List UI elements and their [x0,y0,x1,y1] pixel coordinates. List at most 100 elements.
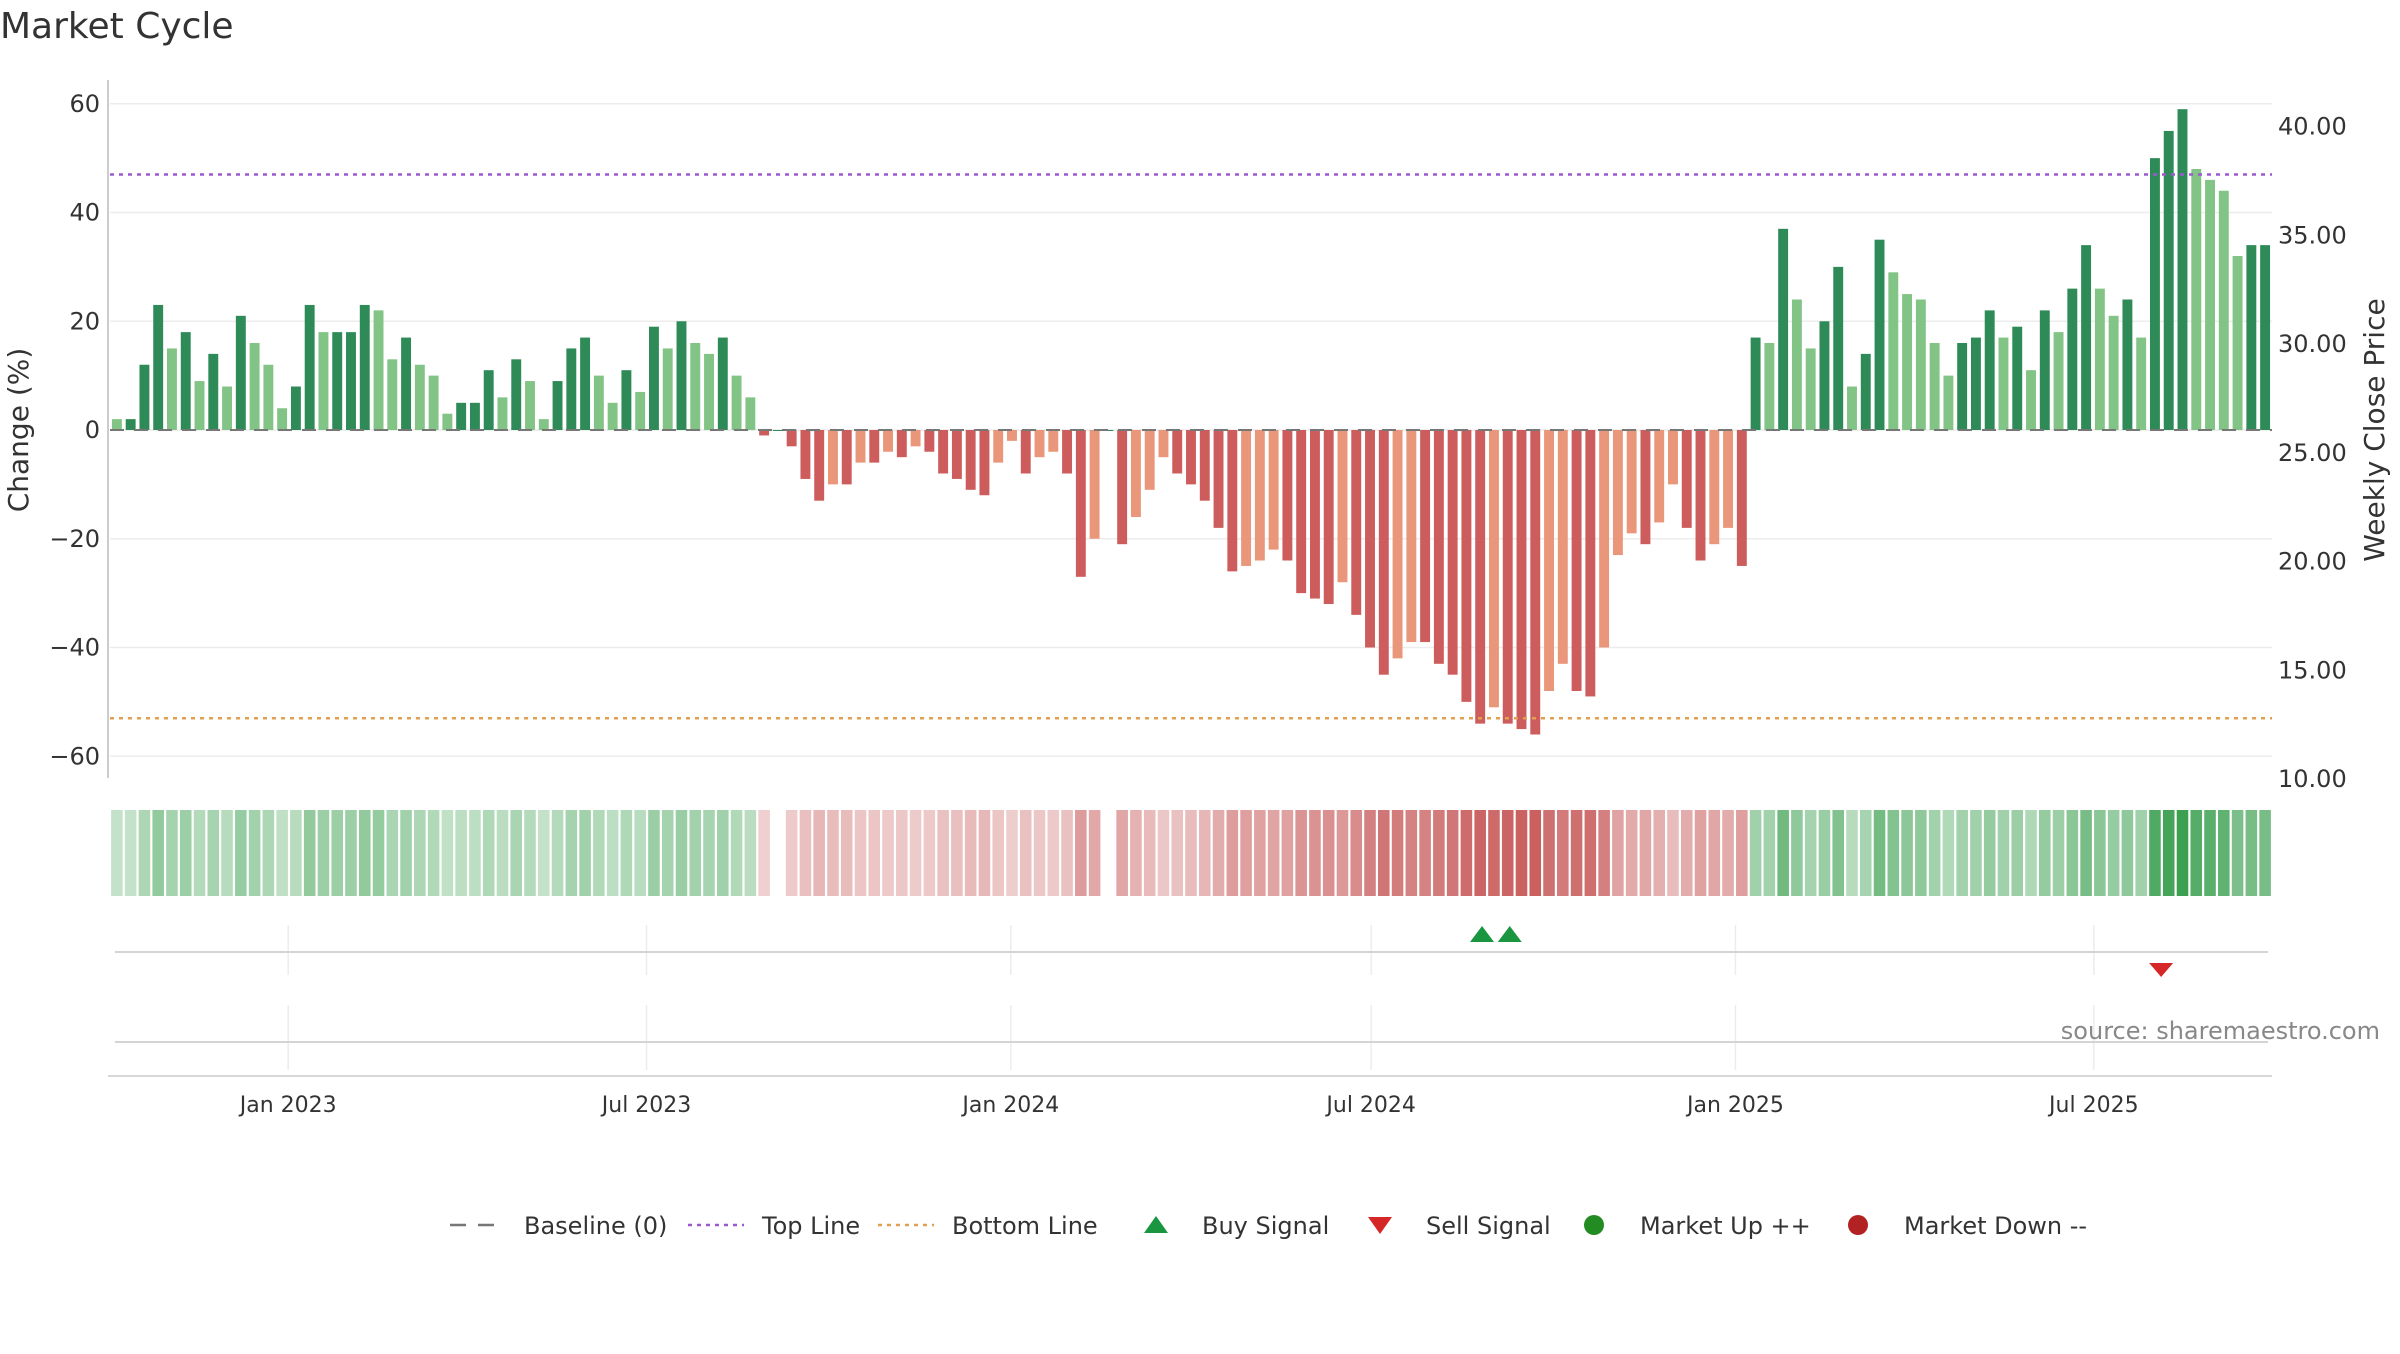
heat-cell [1254,810,1266,896]
heat-cell [1777,810,1789,896]
legend-label: Buy Signal [1202,1212,1329,1240]
heat-cell [1267,810,1280,896]
bar [125,419,136,430]
heat-cell [1405,810,1418,896]
heat-cell [675,810,688,896]
bar [800,430,811,479]
bar [1612,430,1623,556]
heat-cell [290,810,302,896]
heat-cell [441,810,454,896]
bar [1420,430,1431,643]
bar [924,430,935,452]
heat-cell [221,810,233,896]
heat-cell [1804,810,1817,896]
heat-cell [1336,810,1349,896]
heat-cell [1281,810,1294,896]
x-tick-label: Jan 2025 [1685,1093,1784,1118]
bar [1433,430,1444,664]
bar [483,370,494,430]
bar [208,353,219,430]
heat-cell [1433,810,1445,896]
heat-cell [896,810,908,896]
bar [194,381,205,430]
heat-cell [1515,810,1528,896]
bar [332,332,343,430]
x-tick-label: Jul 2023 [600,1093,692,1118]
bar [1020,430,1031,474]
bar [2039,310,2050,430]
bar [1819,321,1830,430]
y-tick-label-right: 35.00 [2278,221,2347,249]
bar [1847,386,1857,430]
bar [1929,343,1940,430]
bar [786,430,797,447]
heat-cell [179,810,192,896]
bar [1062,430,1073,474]
bar [2205,179,2215,430]
heat-cell [1639,810,1652,896]
bar [1599,430,1610,648]
bar [1488,430,1499,708]
heat-cell [703,810,715,896]
heat-cell [1667,810,1679,896]
heat-cell [620,810,633,896]
bar [814,430,825,501]
bar [1984,310,1995,430]
heat-cell [1708,810,1721,896]
bar [414,364,425,430]
bar [910,430,921,447]
legend-swatch-market-down [1848,1215,1868,1235]
bar [1750,337,1761,430]
bar [593,375,604,430]
bar [1585,430,1596,697]
bar [1943,375,1954,430]
heat-cell [772,810,784,896]
bar [2067,288,2078,430]
heat-cell [799,810,812,896]
y-tick-label-left: 0 [85,416,100,444]
bar [1089,430,1100,539]
legend-item: Market Down -- [1848,1212,2087,1240]
bar [2191,169,2202,430]
heat-cell [1543,810,1555,896]
heat-cell [2231,810,2244,896]
heat-cell [2094,810,2106,896]
legend-item: Buy Signal [1144,1212,1329,1240]
bar [153,304,164,430]
bar [1833,266,1844,430]
heat-cell [276,810,288,896]
bar [235,315,246,430]
heat-cell [2038,810,2051,896]
bar [1144,430,1155,490]
bar [1998,337,2009,430]
heat-cell [1997,810,2010,896]
heat-cell [496,810,509,896]
heat-cell [2135,810,2147,896]
bar [442,413,453,430]
heat-cell [813,810,825,896]
legend-label: Bottom Line [952,1212,1098,1240]
heat-cell [730,810,743,896]
heat-cell [1474,810,1486,896]
bar [580,337,591,430]
bar [828,430,838,485]
heat-cell [1198,810,1211,896]
bar [1860,353,1871,430]
chart-title: Market Cycle [0,6,234,47]
bar [525,381,535,430]
bar [1681,430,1692,528]
heat-cell [317,810,330,896]
bar [951,430,962,479]
bar [2260,245,2271,430]
heat-cell [1350,810,1363,896]
bar [456,402,467,430]
heat-cell [717,810,729,896]
bar [139,364,150,430]
bar [359,304,370,430]
heat-cell [951,810,963,896]
heat-cell [1391,810,1404,896]
bar [2012,326,2023,430]
legend: Baseline (0) Top Line Bottom Line Buy Signa… [450,1212,2087,1240]
bar [965,430,976,490]
heat-cell [303,810,316,896]
